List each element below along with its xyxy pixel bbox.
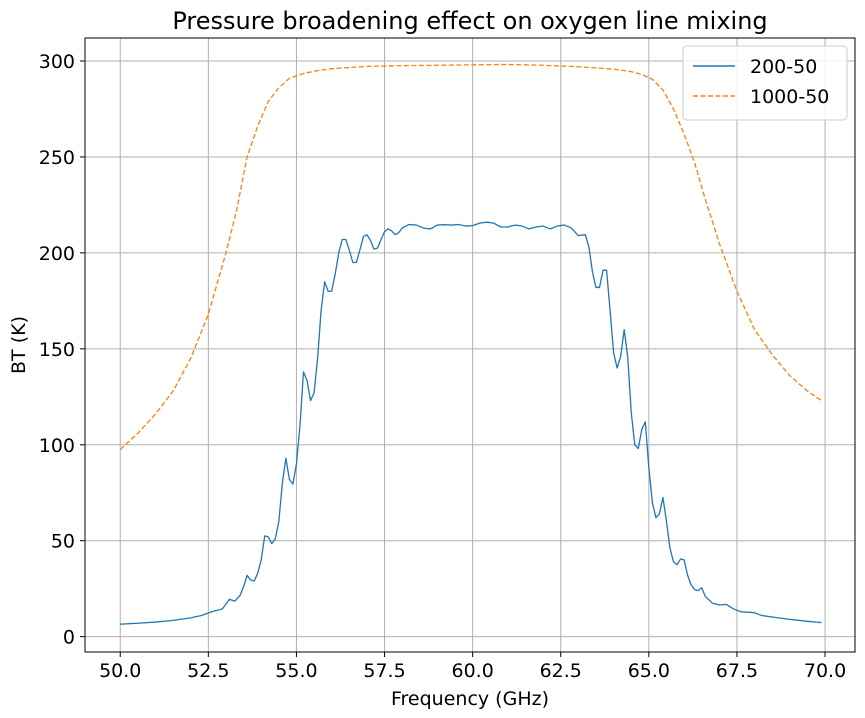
y-axis-label: BT (K)	[8, 316, 30, 374]
x-tick-label: 67.5	[716, 660, 758, 682]
x-axis-ticks: 50.0 52.5 55.0 57.5 60.0 62.5 65.0 67.5 70.0	[99, 652, 846, 682]
x-tick-label: 65.0	[628, 660, 670, 682]
y-axis-ticks: 0 50 100 150 200 250 300	[39, 51, 85, 649]
y-tick-label: 200	[39, 243, 75, 265]
chart-title: Pressure broadening effect on oxygen lin…	[172, 7, 767, 35]
grid-lines	[85, 38, 855, 652]
plot-frame	[84, 37, 856, 653]
y-tick-label: 300	[39, 51, 75, 73]
legend: 200-50 1000-50	[682, 45, 848, 121]
x-tick-label: 60.0	[451, 660, 493, 682]
series-line-1000-50	[119, 63, 822, 451]
series-line-200-50	[120, 221, 822, 625]
x-axis-label: Frequency (GHz)	[391, 688, 549, 710]
x-tick-label: 50.0	[99, 660, 141, 682]
y-tick-label: 250	[39, 147, 75, 169]
legend-box	[682, 45, 848, 121]
x-tick-label: 52.5	[187, 660, 229, 682]
x-tick-label: 70.0	[804, 660, 846, 682]
legend-label-200-50: 200-50	[750, 56, 817, 78]
y-tick-label: 100	[39, 435, 75, 457]
series-layer	[119, 63, 822, 625]
y-tick-label: 150	[39, 339, 75, 361]
x-tick-label: 62.5	[540, 660, 582, 682]
y-tick-label: 50	[51, 531, 75, 553]
x-tick-label: 57.5	[363, 660, 405, 682]
x-tick-label: 55.0	[275, 660, 317, 682]
y-tick-label: 0	[63, 627, 75, 649]
legend-label-1000-50: 1000-50	[750, 86, 829, 108]
